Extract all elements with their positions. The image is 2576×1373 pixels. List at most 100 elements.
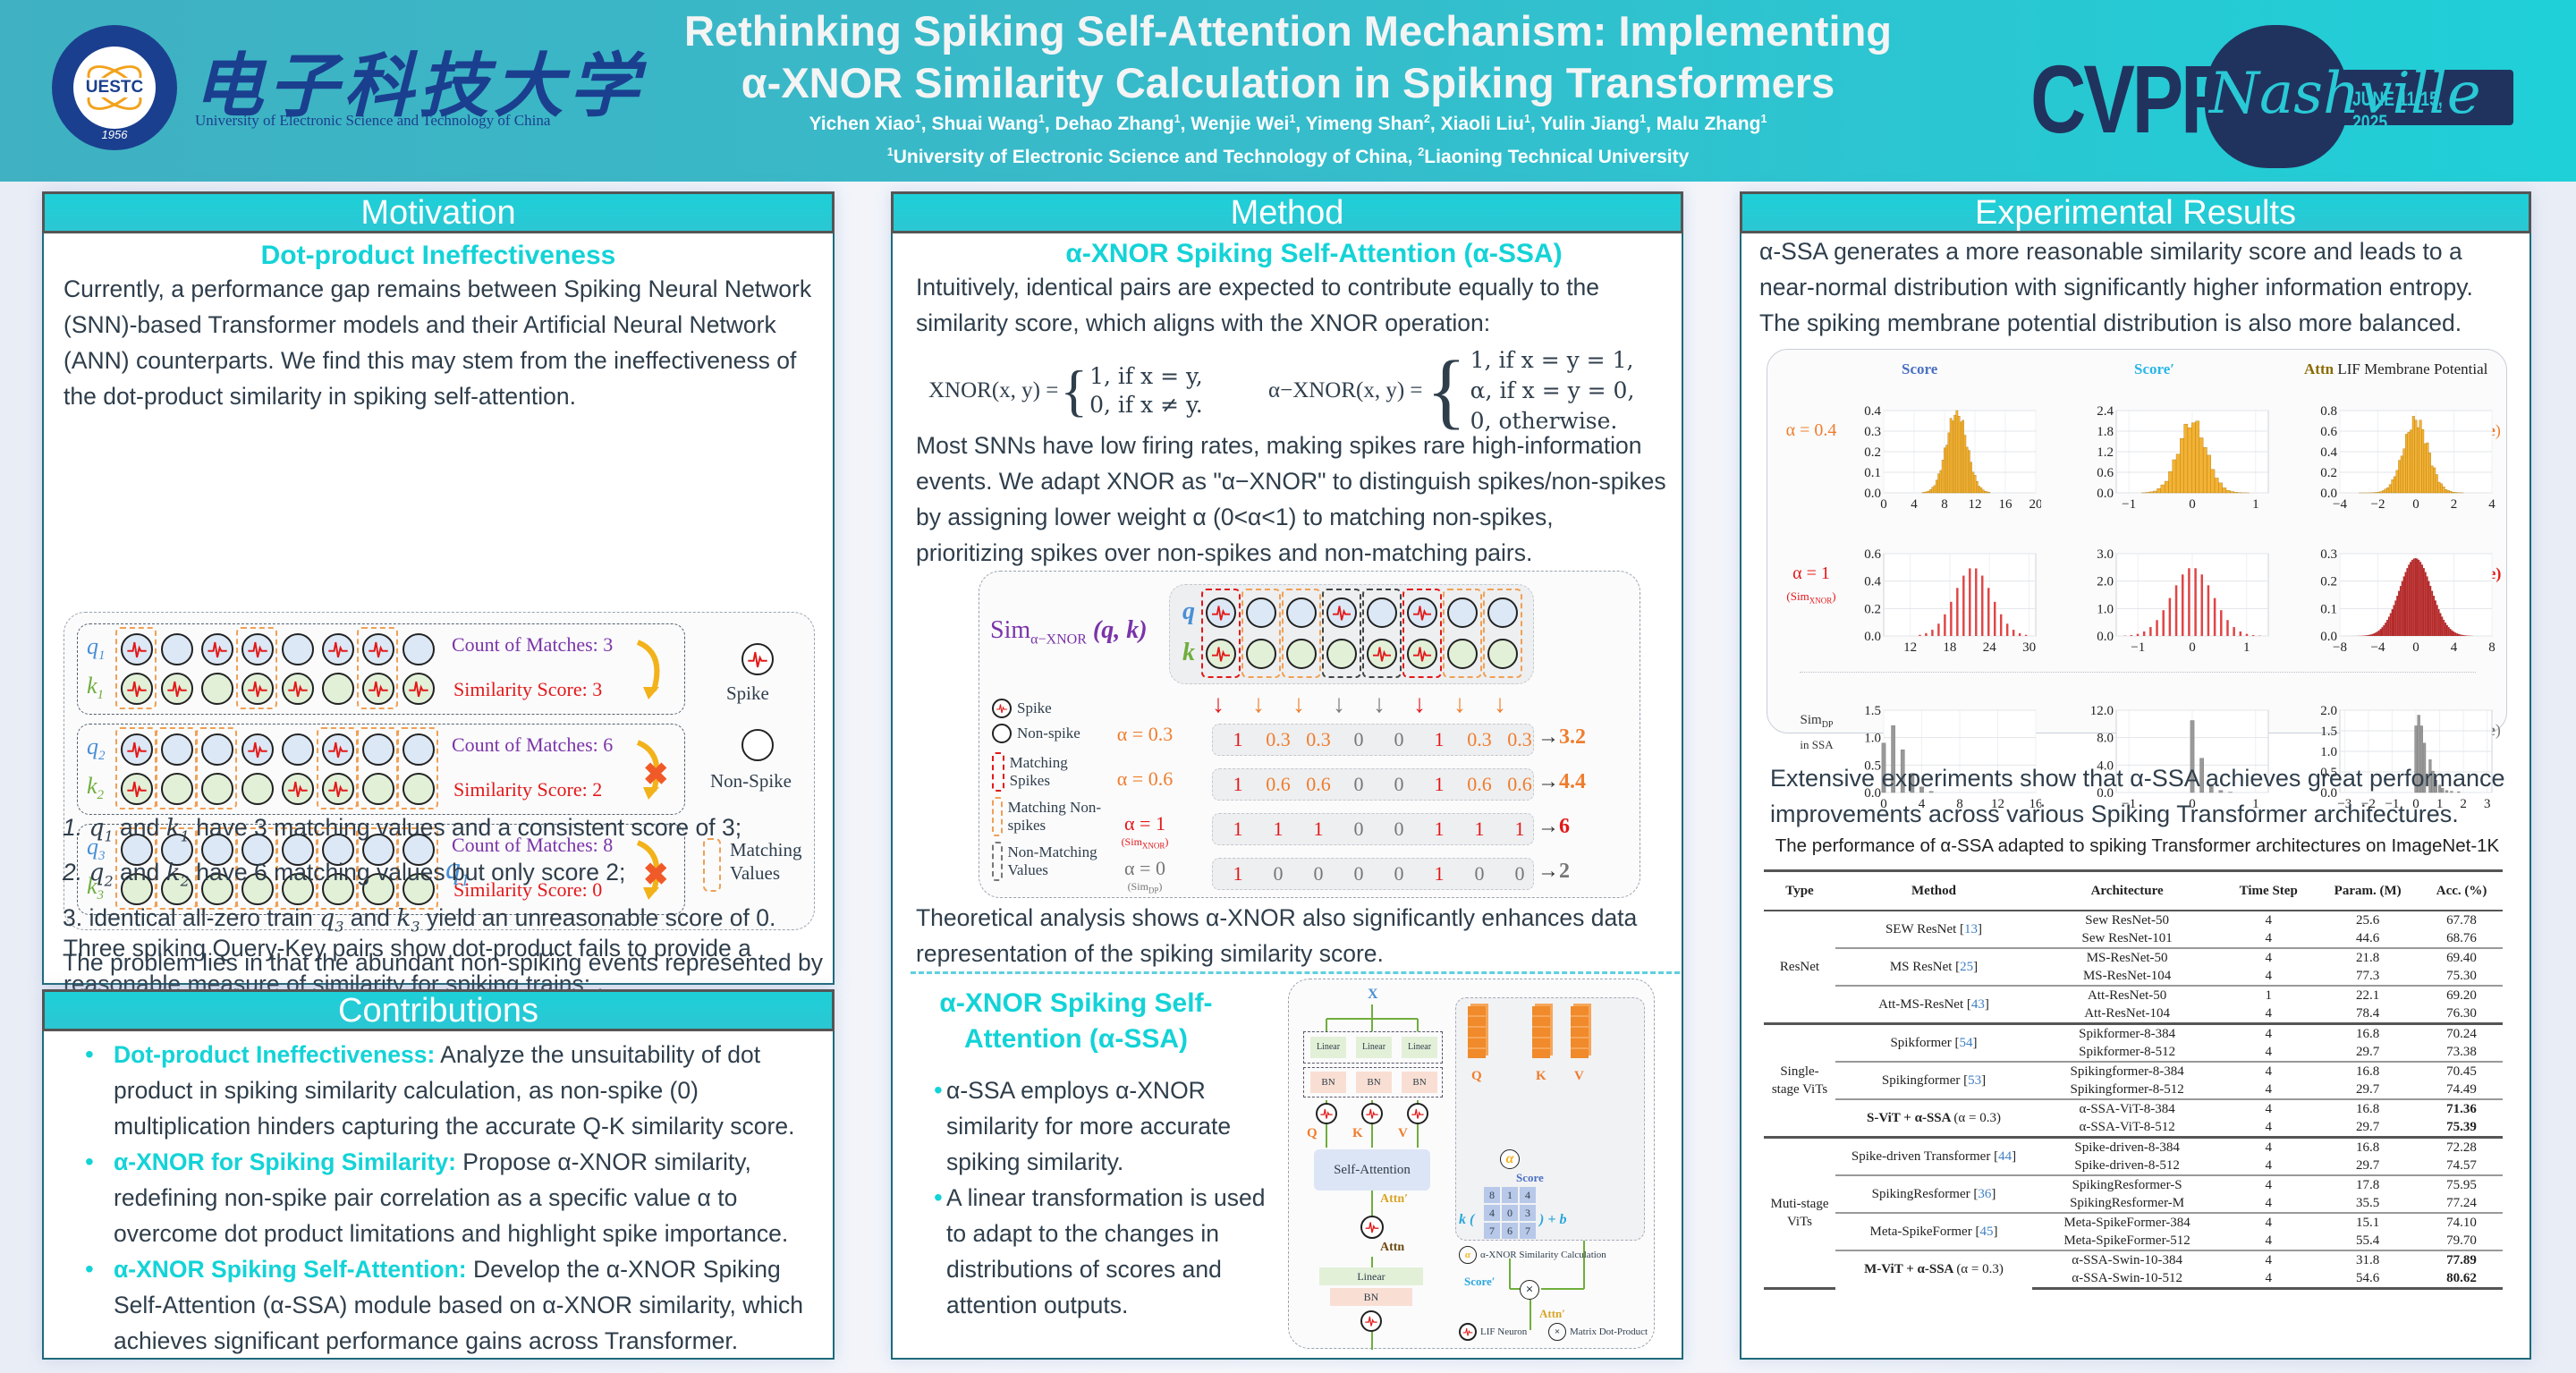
linear-layer: Linear (1356, 1037, 1392, 1058)
non-spike-icon (121, 873, 153, 905)
histogram-bar (2225, 490, 2231, 494)
histogram-plot: 0.0 0.5 1.0 1.5 0 4 8 12 16 (1864, 705, 2041, 811)
time-step-cell: 4 (2265, 1233, 2272, 1248)
histogram-bar (2458, 633, 2460, 636)
type-box-mismatch (1362, 589, 1402, 678)
spike-icon (1367, 639, 1397, 669)
histogram-bar (2408, 564, 2411, 636)
histogram-bar (2239, 631, 2242, 636)
x-tick-label: −3 (2337, 797, 2351, 811)
histogram-bar (2368, 634, 2370, 636)
table-row: ResNet SEW ResNet [13] Sew ResNet-50 4 25.6 6… (1764, 911, 2503, 974)
y-tick-label: 0.6 (2320, 425, 2337, 439)
legend-lif-item: LIF Neuron (1459, 1323, 1527, 1341)
histogram-bar (2445, 790, 2449, 793)
histogram-bar (2377, 491, 2380, 494)
university-name-cn: 电子科技大学 (193, 46, 645, 127)
matrix-cell: 7 (1484, 1223, 1500, 1239)
histogram-bar (2364, 635, 2367, 636)
motivation-panel: Motivation Dot-product Ineffectiveness C… (42, 191, 835, 997)
accuracy-cell: 76.30 (2446, 1005, 2477, 1021)
author-name: Dehao Zhang1 (1055, 113, 1181, 134)
x-tick-label: 0 (2189, 797, 2196, 811)
y-tick-label: 0.0 (2320, 630, 2337, 644)
histogram-bar (2443, 619, 2445, 636)
histogram-bar (1976, 480, 1979, 494)
v-tensor-icon (1571, 1006, 1589, 1058)
y-tick-label: 0.0 (2097, 786, 2114, 801)
y-tick-label: 12.0 (2090, 705, 2114, 718)
similarity-value: 1 (1434, 862, 1445, 885)
non-spike-legend-icon (741, 729, 774, 761)
spike-icon (322, 773, 354, 805)
analysis-points: 1. q1 and k1 have 3 matching values and … (63, 809, 832, 1016)
histogram-bar (2439, 613, 2442, 636)
matrix-cell: 8 (1484, 1187, 1500, 1203)
non-spike-icon (242, 873, 274, 905)
histogram-bar (2366, 635, 2368, 636)
y-tick-label: 1.0 (2097, 602, 2114, 616)
spike-icon (121, 673, 153, 705)
table-row: Spike-driven-8-512 4 29.7 74.57 (1764, 1157, 2503, 1175)
y-tick-label: 2.4 (2097, 405, 2114, 419)
histogram-bar (2157, 488, 2162, 494)
method-cell: SEW ResNet [13] (1885, 921, 1983, 937)
type-box-spike (1201, 589, 1241, 678)
table-row: Muti-stage ViTs Spike-driven Transformer … (1764, 1135, 2503, 1290)
accuracy-cell: 70.45 (2420, 1060, 2503, 1081)
contribution-item: α-XNOR for Spiking Similarity: Propose α… (62, 1144, 815, 1251)
histogram-bar (2430, 465, 2434, 494)
histogram-bar (2461, 634, 2463, 636)
param-cell: 78.4 (2356, 1005, 2380, 1021)
similarity-value: 0 (1394, 773, 1404, 795)
histogram-bar (1987, 492, 1991, 494)
histogram-bar (1931, 487, 1935, 494)
histogram-bar (1952, 420, 1954, 494)
similarity-row: 1 0 0 0 0 1 0 0 (1212, 858, 1534, 890)
time-step-cell: 4 (2265, 912, 2272, 928)
contribution-heading: Dot-product Ineffectiveness: (114, 1041, 436, 1068)
guitar-shape-icon (2205, 25, 2348, 168)
table-row: S-ViT + α-SSA (α = 0.3) α-SSA-ViT-8-384 4 1… (1764, 1098, 2503, 1137)
similarity-value: 0 (1394, 818, 1404, 840)
histogram-bar (2148, 491, 2154, 494)
histogram-bar (2149, 627, 2152, 636)
count-of-matches: Count of Matches: 3 (452, 633, 614, 656)
university-name-en: University of Electronic Science and Tec… (195, 112, 551, 129)
lif-neuron-icon (1316, 1103, 1337, 1124)
y-tick-label: 0.6 (1864, 548, 1881, 562)
spike-icon (242, 673, 274, 705)
non-spike-legend-label: Non-Spike (710, 770, 792, 792)
legend-alpha-item: α α-XNOR Similarity Calculation (1459, 1246, 1606, 1264)
cvpr-logo: CVPR Nashville JUNE 11-15, 2025 (2030, 18, 2513, 170)
x-tick-label: −1 (2385, 797, 2399, 811)
histogram-bar (2437, 784, 2442, 793)
spike-icon (201, 633, 233, 665)
histogram-bar (1987, 588, 1990, 636)
time-step-cell: 4 (2265, 930, 2272, 945)
query-key-pair: q2 k2 Count of Matches: 6 Similarity Score:… (77, 724, 685, 815)
histogram-bar (2168, 598, 2172, 636)
results-table-wrapper: Type Method Architecture Time Step Param. (M… (1764, 869, 2503, 1290)
formula-case: 0, otherwise. (1470, 408, 1618, 434)
histogram-bar (2418, 559, 2420, 636)
similarity-value: 0.6 (1507, 773, 1532, 795)
histogram-bar (2462, 635, 2465, 636)
histogram-bar (1975, 568, 1978, 636)
table-row: MS ResNet [25] MS-ResNet-50 4 21.8 69.40 (1764, 946, 2503, 986)
y-tick-label: 0.4 (1864, 405, 1881, 419)
stray-q1-label: q1 (445, 852, 470, 890)
histogram-bar (2379, 491, 2383, 494)
non-spike-icon (1286, 639, 1317, 669)
histogram-bar (1937, 473, 1940, 494)
histogram-bar (2233, 627, 2235, 636)
histogram-bar (2441, 616, 2444, 636)
spike-icon (362, 673, 394, 705)
histogram-bar (2207, 454, 2211, 494)
formula-case: α, if x = y = 0, (1470, 377, 1635, 403)
histogram-bar (2218, 790, 2224, 793)
similarity-value: 0 (1353, 818, 1364, 840)
time-step-cell: 4 (2222, 1249, 2316, 1269)
non-spike-icon (161, 873, 193, 905)
